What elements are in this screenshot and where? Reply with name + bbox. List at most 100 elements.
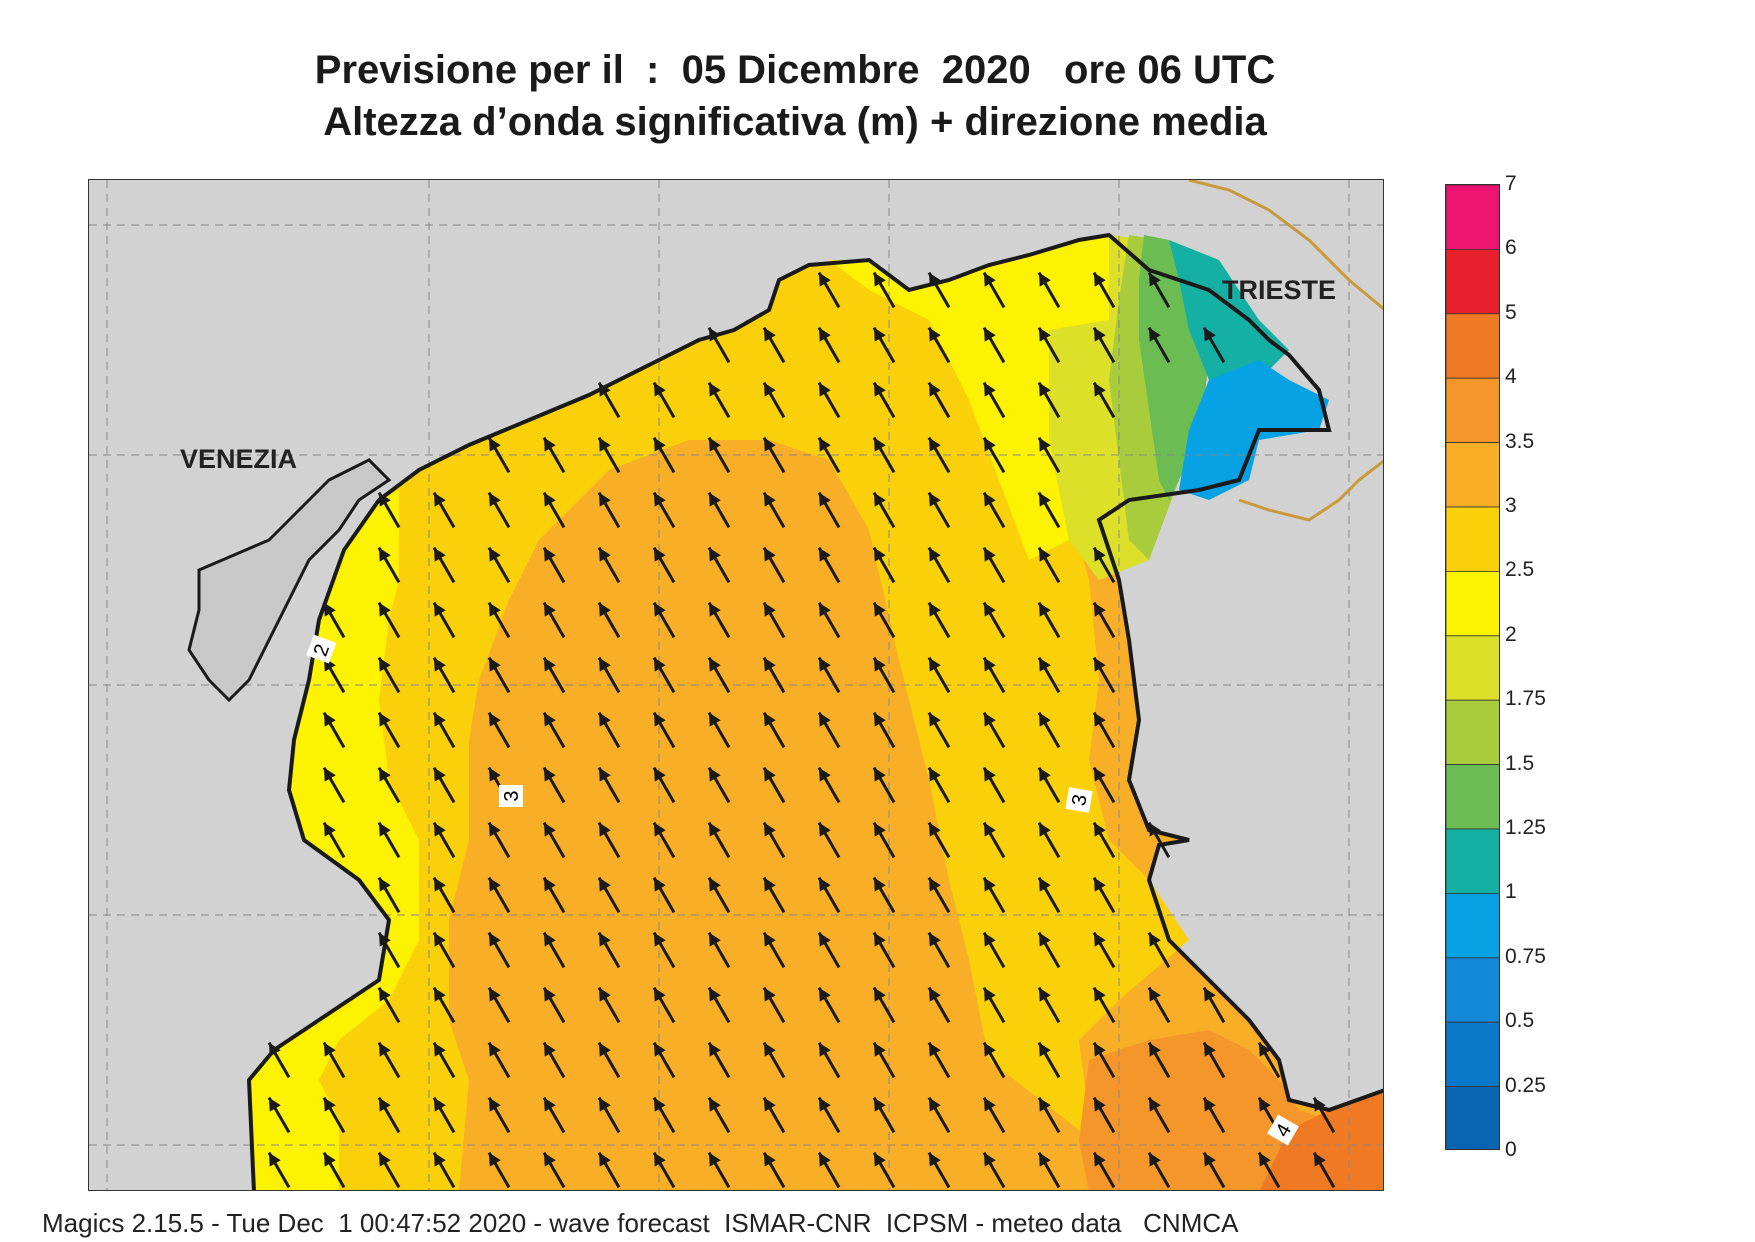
colorbar-segment — [1446, 506, 1499, 572]
direction-arrow — [817, 986, 841, 1024]
direction-arrow — [487, 601, 511, 639]
colorbar-segment — [1446, 828, 1499, 894]
direction-arrow — [377, 1096, 401, 1134]
direction-arrow — [1312, 1096, 1336, 1134]
direction-arrow — [762, 601, 786, 639]
direction-arrow — [542, 1151, 566, 1189]
direction-arrow — [322, 601, 346, 639]
band-2-5-to-3 — [249, 235, 1189, 1190]
direction-arrow — [817, 1041, 841, 1079]
direction-arrow — [872, 271, 896, 309]
direction-arrow — [1037, 271, 1061, 309]
direction-arrow — [597, 491, 621, 529]
direction-arrow — [707, 711, 731, 749]
coastline — [246, 232, 1383, 1190]
direction-arrow — [652, 766, 676, 804]
direction-arrow — [1092, 546, 1116, 584]
direction-arrow — [1147, 271, 1171, 309]
direction-arrow — [597, 436, 621, 474]
direction-arrow — [377, 546, 401, 584]
direction-arrow — [707, 601, 731, 639]
direction-arrow — [872, 876, 896, 914]
colorbar-tick-label: 1.75 — [1505, 687, 1546, 711]
band-2-to-2-5-north — [829, 235, 1109, 560]
direction-arrow — [487, 1151, 511, 1189]
wave-height-map: 2 3 3 4 — [88, 179, 1384, 1191]
direction-arrow — [872, 931, 896, 969]
direction-arrow — [597, 381, 621, 419]
direction-arrow — [982, 326, 1006, 364]
direction-arrow — [872, 1151, 896, 1189]
direction-arrow — [652, 986, 676, 1024]
direction-arrow — [982, 271, 1006, 309]
direction-arrow — [432, 656, 456, 694]
direction-arrow — [982, 1151, 1006, 1189]
direction-arrow — [707, 931, 731, 969]
direction-arrow — [377, 766, 401, 804]
direction-arrow — [707, 436, 731, 474]
direction-arrow — [982, 821, 1006, 859]
footer-credits: Magics 2.15.5 - Tue Dec 1 00:47:52 2020 … — [42, 1208, 1239, 1238]
colorbar-tick-label: 7 — [1505, 172, 1517, 195]
colorbar-tick-label: 0.75 — [1505, 944, 1546, 968]
colorbar-tick-label: 1 — [1505, 880, 1517, 904]
direction-arrow — [542, 766, 566, 804]
colorbar-segment — [1446, 635, 1499, 701]
direction-arrow — [542, 491, 566, 529]
direction-arrow — [927, 711, 951, 749]
direction-arrow — [432, 876, 456, 914]
direction-arrow — [927, 821, 951, 859]
direction-arrow — [1092, 381, 1116, 419]
direction-arrow — [707, 821, 731, 859]
direction-arrow — [1092, 876, 1116, 914]
direction-arrow — [1037, 491, 1061, 529]
direction-arrow — [487, 986, 511, 1024]
direction-arrow — [707, 656, 731, 694]
direction-arrow — [762, 436, 786, 474]
colorbar-segment — [1446, 249, 1499, 315]
direction-arrow — [542, 546, 566, 584]
direction-arrow — [542, 656, 566, 694]
direction-arrow — [762, 491, 786, 529]
direction-arrow — [872, 381, 896, 419]
colorbar-segment — [1446, 957, 1499, 1023]
direction-arrow — [542, 711, 566, 749]
direction-arrow — [652, 711, 676, 749]
direction-arrow — [432, 986, 456, 1024]
direction-arrow — [652, 1096, 676, 1134]
direction-arrow — [872, 821, 896, 859]
direction-arrow — [927, 271, 951, 309]
direction-arrow — [597, 1151, 621, 1189]
direction-arrow — [542, 1096, 566, 1134]
direction-arrow — [1092, 766, 1116, 804]
direction-arrow — [927, 546, 951, 584]
direction-arrow — [872, 546, 896, 584]
direction-arrow — [817, 766, 841, 804]
direction-arrow — [982, 876, 1006, 914]
direction-arrow — [1092, 931, 1116, 969]
direction-arrow — [707, 326, 731, 364]
direction-arrow — [652, 1041, 676, 1079]
direction-arrow — [377, 656, 401, 694]
colorbar-tick-label: 4 — [1505, 365, 1517, 389]
colorbar-tick-label: 5 — [1505, 300, 1517, 324]
direction-arrow — [1037, 1096, 1061, 1134]
direction-arrow — [817, 601, 841, 639]
direction-arrow — [982, 546, 1006, 584]
direction-arrow — [707, 1041, 731, 1079]
venice-lagoon — [187, 458, 392, 703]
direction-arrow — [322, 711, 346, 749]
direction-arrow — [982, 381, 1006, 419]
direction-arrow — [597, 876, 621, 914]
direction-arrow — [707, 766, 731, 804]
contour-label-3-west: 3 — [501, 790, 523, 801]
direction-arrow — [1092, 821, 1116, 859]
direction-arrow — [982, 711, 1006, 749]
direction-arrow — [817, 656, 841, 694]
direction-arrow — [542, 436, 566, 474]
colorbar-tick-label: 0.5 — [1505, 1009, 1535, 1033]
band-1 — [1169, 240, 1289, 390]
direction-arrow — [432, 1096, 456, 1134]
direction-arrow — [652, 656, 676, 694]
direction-arrow — [377, 876, 401, 914]
